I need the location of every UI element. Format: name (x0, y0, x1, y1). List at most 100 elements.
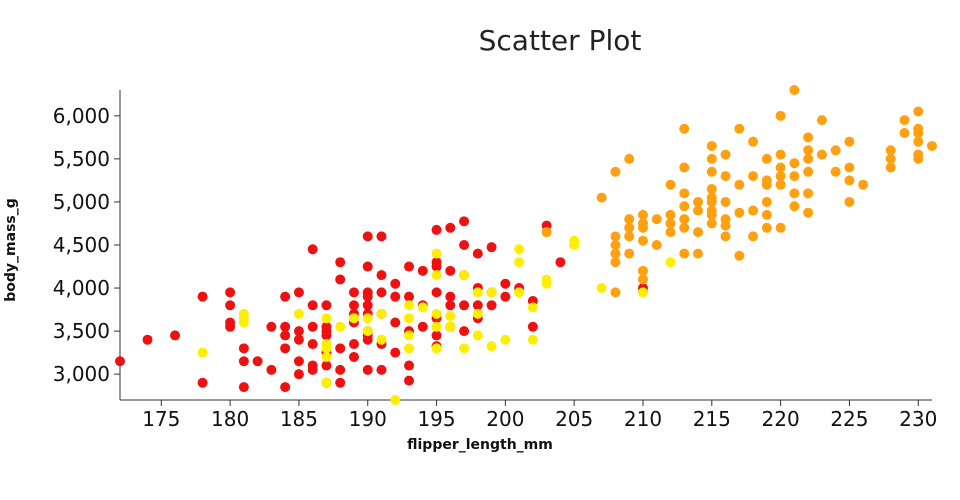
data-point[interactable] (913, 136, 924, 147)
data-point[interactable] (706, 153, 717, 164)
data-point[interactable] (748, 136, 759, 147)
data-point[interactable] (321, 377, 332, 388)
data-point[interactable] (527, 302, 538, 313)
data-point[interactable] (197, 291, 208, 302)
data-point[interactable] (665, 227, 676, 238)
data-point[interactable] (693, 196, 704, 207)
data-point[interactable] (280, 343, 291, 354)
data-point[interactable] (789, 201, 800, 212)
data-point[interactable] (693, 248, 704, 259)
data-point[interactable] (417, 321, 428, 332)
data-point[interactable] (348, 287, 359, 298)
data-point[interactable] (789, 158, 800, 169)
data-point[interactable] (637, 209, 648, 220)
data-point[interactable] (500, 334, 511, 345)
data-point[interactable] (651, 214, 662, 225)
data-point[interactable] (390, 291, 401, 302)
data-point[interactable] (486, 341, 497, 352)
data-point[interactable] (830, 145, 841, 156)
data-point[interactable] (610, 287, 621, 298)
data-point[interactable] (637, 222, 648, 233)
data-point[interactable] (610, 166, 621, 177)
data-point[interactable] (280, 321, 291, 332)
data-point[interactable] (362, 261, 373, 272)
data-point[interactable] (637, 235, 648, 246)
data-point[interactable] (665, 218, 676, 229)
data-point[interactable] (472, 300, 483, 311)
data-point[interactable] (775, 149, 786, 160)
data-point[interactable] (293, 308, 304, 319)
data-point[interactable] (293, 369, 304, 380)
data-point[interactable] (266, 321, 277, 332)
data-point[interactable] (679, 248, 690, 259)
data-point[interactable] (376, 308, 387, 319)
data-point[interactable] (335, 321, 346, 332)
data-point[interactable] (624, 248, 635, 259)
data-point[interactable] (500, 291, 511, 302)
data-point[interactable] (362, 231, 373, 242)
data-point[interactable] (390, 278, 401, 289)
data-point[interactable] (610, 248, 621, 259)
data-point[interactable] (293, 287, 304, 298)
data-point[interactable] (348, 313, 359, 324)
data-point[interactable] (679, 162, 690, 173)
data-point[interactable] (431, 270, 442, 281)
data-point[interactable] (307, 364, 318, 375)
data-point[interactable] (637, 265, 648, 276)
data-point[interactable] (404, 261, 415, 272)
data-point[interactable] (404, 330, 415, 341)
data-point[interactable] (761, 222, 772, 233)
data-point[interactable] (514, 244, 525, 255)
data-point[interactable] (293, 334, 304, 345)
data-point[interactable] (624, 214, 635, 225)
data-point[interactable] (624, 231, 635, 242)
data-point[interactable] (431, 343, 442, 354)
data-point[interactable] (459, 326, 470, 337)
data-point[interactable] (348, 300, 359, 311)
data-point[interactable] (486, 300, 497, 311)
data-point[interactable] (720, 220, 731, 231)
data-point[interactable] (679, 201, 690, 212)
data-point[interactable] (679, 214, 690, 225)
data-point[interactable] (431, 308, 442, 319)
data-point[interactable] (445, 222, 456, 233)
data-point[interactable] (362, 326, 373, 337)
data-point[interactable] (459, 343, 470, 354)
data-point[interactable] (775, 179, 786, 190)
data-point[interactable] (803, 153, 814, 164)
data-point[interactable] (596, 192, 607, 203)
data-point[interactable] (307, 244, 318, 255)
data-point[interactable] (321, 343, 332, 354)
data-point[interactable] (362, 364, 373, 375)
data-point[interactable] (844, 162, 855, 173)
data-point[interactable] (720, 196, 731, 207)
data-point[interactable] (170, 330, 181, 341)
data-point[interactable] (404, 313, 415, 324)
data-point[interactable] (486, 287, 497, 298)
data-point[interactable] (376, 334, 387, 345)
data-point[interactable] (293, 356, 304, 367)
data-point[interactable] (665, 209, 676, 220)
data-point[interactable] (197, 347, 208, 358)
data-point[interactable] (761, 179, 772, 190)
data-point[interactable] (404, 300, 415, 311)
data-point[interactable] (431, 287, 442, 298)
data-point[interactable] (431, 321, 442, 332)
data-point[interactable] (321, 313, 332, 324)
data-point[interactable] (665, 179, 676, 190)
data-point[interactable] (844, 196, 855, 207)
data-point[interactable] (844, 175, 855, 186)
data-point[interactable] (899, 115, 910, 126)
data-point[interactable] (293, 326, 304, 337)
data-point[interactable] (376, 231, 387, 242)
data-point[interactable] (899, 128, 910, 139)
data-point[interactable] (679, 123, 690, 134)
data-point[interactable] (610, 231, 621, 242)
data-point[interactable] (459, 300, 470, 311)
data-point[interactable] (734, 179, 745, 190)
data-point[interactable] (830, 166, 841, 177)
data-point[interactable] (748, 231, 759, 242)
data-point[interactable] (665, 257, 676, 268)
data-point[interactable] (885, 153, 896, 164)
data-point[interactable] (362, 334, 373, 345)
